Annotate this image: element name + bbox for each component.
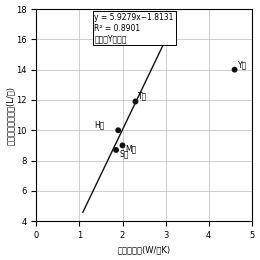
- Text: T郸: T郸: [139, 92, 148, 101]
- Y-axis label: 暖房用灯油消費量(L/㎡): 暖房用灯油消費量(L/㎡): [5, 86, 15, 145]
- Text: y = 5.9279x−1.8131
R² = 0.8901
ただしY郸除く: y = 5.9279x−1.8131 R² = 0.8901 ただしY郸除く: [94, 13, 174, 43]
- Point: [116, 128, 120, 132]
- Text: H郸: H郸: [94, 120, 105, 129]
- Text: M郸: M郸: [126, 145, 137, 154]
- Point: [232, 68, 237, 72]
- Text: Y郸: Y郸: [238, 60, 247, 69]
- Point: [114, 148, 118, 152]
- X-axis label: 熱損失係数(W/㎡K): 熱損失係数(W/㎡K): [118, 245, 171, 255]
- Point: [120, 143, 125, 147]
- Point: [133, 99, 138, 103]
- Text: S郸: S郸: [119, 149, 128, 158]
